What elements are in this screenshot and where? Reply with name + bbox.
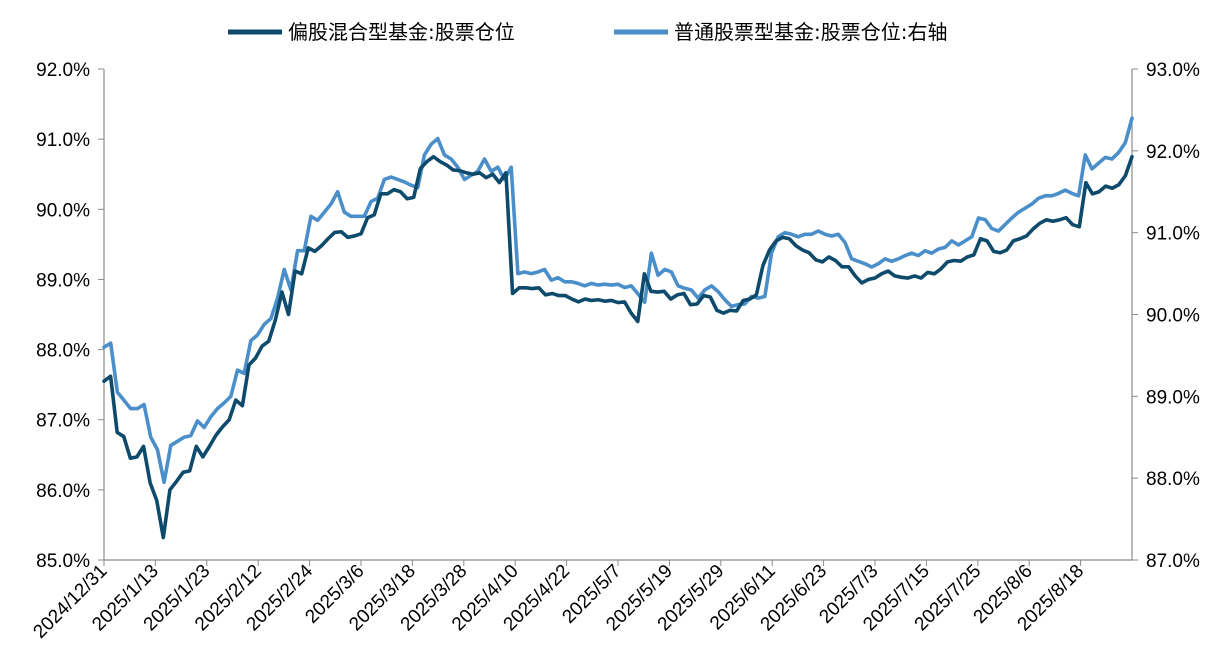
legend: 偏股混合型基金:股票仓位 普通股票型基金:股票仓位:右轴 <box>228 20 947 44</box>
legend-label-series-2: 普通股票型基金:股票仓位:右轴 <box>674 20 947 44</box>
left-tick-label: 90.0% <box>36 200 90 221</box>
right-tick-label: 89.0% <box>1146 387 1200 408</box>
right-tick-label: 93.0% <box>1146 60 1200 81</box>
axes <box>103 69 1133 561</box>
x-axis-tick-labels: 2024/12/312025/1/132025/1/232025/2/12202… <box>29 560 1088 643</box>
left-axis-tick-labels: 85.0% 86.0% 87.0% 88.0% 89.0% 90.0% 91.0% 92.0% <box>36 60 104 572</box>
series-line-2 <box>102 116 1134 485</box>
legend-label-series-1: 偏股混合型基金:股票仓位 <box>288 20 515 44</box>
left-tick-label: 92.0% <box>36 60 90 81</box>
right-tick-label: 88.0% <box>1146 469 1200 490</box>
right-tick-label: 91.0% <box>1146 224 1200 245</box>
left-tick-label: 87.0% <box>36 411 90 432</box>
right-tick-label: 87.0% <box>1146 551 1200 572</box>
right-axis-tick-labels: 87.0% 88.0% 89.0% 90.0% 91.0% 92.0% 93.0% <box>1132 60 1200 572</box>
right-tick-label: 92.0% <box>1146 142 1200 163</box>
left-tick-label: 89.0% <box>36 270 90 291</box>
series-layer <box>102 116 1134 540</box>
left-tick-label: 86.0% <box>36 481 90 502</box>
left-tick-label: 85.0% <box>36 551 90 572</box>
left-tick-label: 91.0% <box>36 130 90 151</box>
left-tick-label: 88.0% <box>36 341 90 362</box>
series-line-1 <box>102 154 1134 540</box>
right-tick-label: 90.0% <box>1146 306 1200 327</box>
